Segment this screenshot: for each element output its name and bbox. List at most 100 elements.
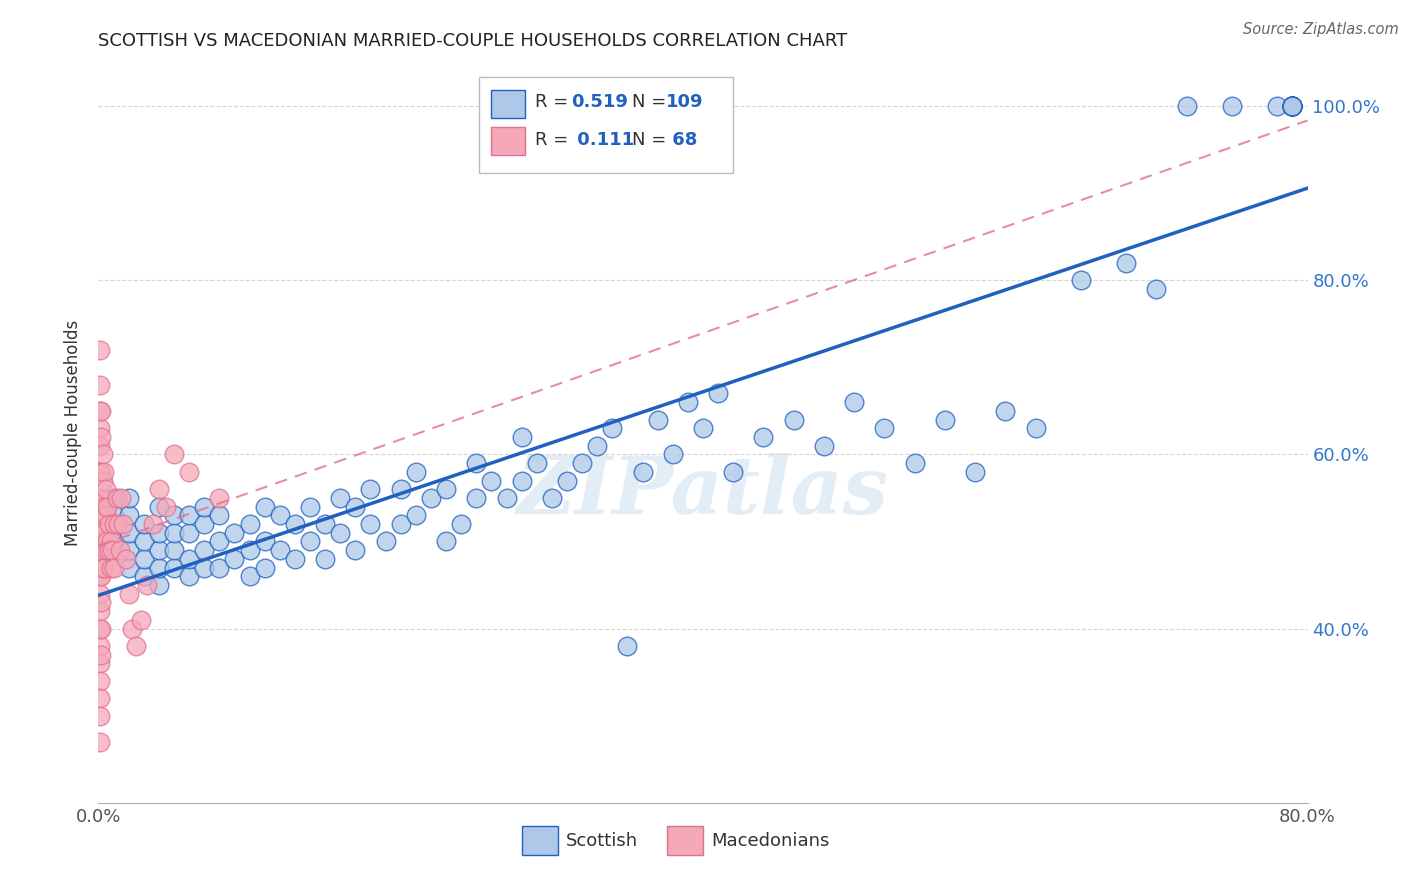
Point [314,517,336,532]
Point [89,587,111,601]
Point [692,421,714,435]
Point [132,534,155,549]
Point [676,395,699,409]
Point [631,465,654,479]
Text: 0.519: 0.519 [571,94,628,112]
Point [98,543,121,558]
Point [1144,282,1167,296]
Bar [492,127,526,155]
Point [89,639,111,653]
Point [105,491,128,505]
Point [904,456,927,470]
Point [193,500,215,514]
Point [125,639,148,653]
Point [540,491,562,505]
Point [90,595,112,609]
Point [405,508,427,523]
Point [783,412,806,426]
Point [193,560,215,574]
Point [299,534,322,549]
Point [179,465,201,479]
Point [179,508,201,523]
Point [91,447,114,461]
Point [239,569,262,583]
Point [148,578,170,592]
Point [1281,99,1303,113]
Point [103,517,125,532]
Point [284,517,307,532]
Point [163,508,186,523]
Point [269,508,291,523]
Point [344,500,367,514]
Point [1281,99,1303,113]
Point [163,447,186,461]
Point [98,517,121,532]
Point [90,648,112,662]
Point [224,552,246,566]
Point [208,560,231,574]
Bar [666,827,703,855]
Point [647,412,669,426]
Point [118,560,141,574]
Point [155,500,177,514]
Point [1281,99,1303,113]
Point [360,482,382,496]
Text: 68: 68 [665,131,697,149]
Text: Scottish: Scottish [567,832,638,850]
Point [89,673,111,688]
Point [89,508,111,523]
Point [89,657,111,671]
Point [90,543,112,558]
Point [93,525,115,540]
Point [465,491,488,505]
Point [89,735,111,749]
Text: Macedonians: Macedonians [711,832,830,850]
Point [118,525,141,540]
Point [163,525,186,540]
Point [93,560,115,574]
Point [94,543,117,558]
Point [1115,256,1137,270]
Point [405,465,427,479]
Point [148,525,170,540]
Point [89,465,111,479]
Point [118,587,141,601]
Point [100,560,122,574]
Point [434,482,457,496]
Point [148,543,170,558]
Point [616,639,638,653]
Text: 0.111: 0.111 [571,131,634,149]
Point [89,552,111,566]
Y-axis label: Married-couple Households: Married-couple Households [65,319,83,546]
Point [465,456,488,470]
Point [110,491,132,505]
Point [90,465,112,479]
Text: N =: N = [631,131,672,149]
Bar [522,827,558,855]
Point [91,474,114,488]
Point [1281,99,1303,113]
Point [132,569,155,583]
Point [284,552,307,566]
Point [934,412,956,426]
Point [89,708,111,723]
Text: SCOTTISH VS MACEDONIAN MARRIED-COUPLE HOUSEHOLDS CORRELATION CHART: SCOTTISH VS MACEDONIAN MARRIED-COUPLE HO… [98,32,848,50]
Point [90,404,112,418]
Point [873,421,896,435]
Point [208,491,231,505]
Point [481,474,503,488]
Point [1175,99,1198,113]
Point [434,534,457,549]
Point [90,569,112,583]
Point [510,474,533,488]
FancyBboxPatch shape [479,78,734,173]
Point [1281,99,1303,113]
Point [93,500,115,514]
Point [314,552,336,566]
Point [329,525,352,540]
Point [103,508,125,523]
Point [89,569,111,583]
Point [994,404,1017,418]
Point [1281,99,1303,113]
Point [89,604,111,618]
